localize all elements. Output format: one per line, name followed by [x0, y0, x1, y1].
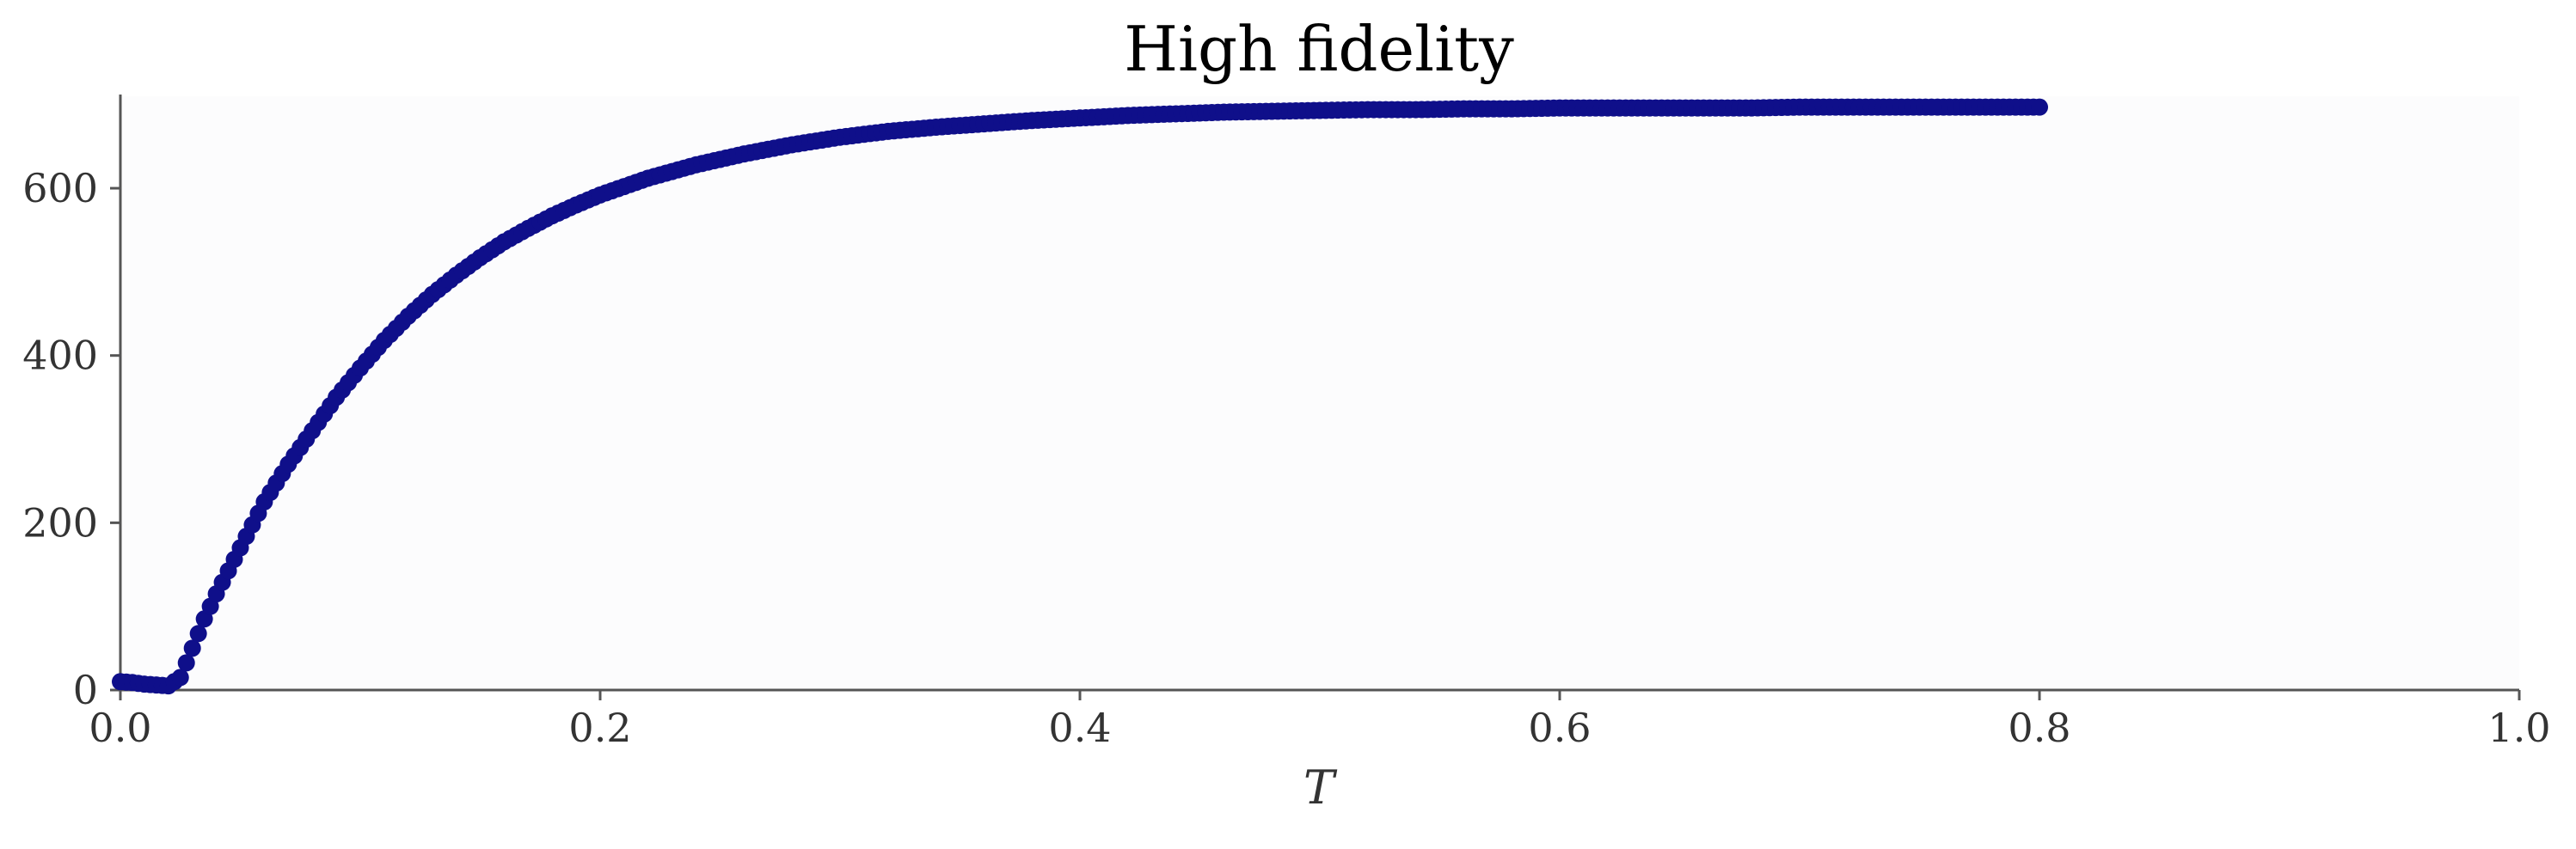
plot-background	[120, 96, 2519, 689]
data-point	[171, 669, 189, 687]
chart-title: High fidelity	[1124, 13, 1514, 85]
x-axis-label: T	[1303, 760, 1338, 815]
y-tick-label: 600	[22, 165, 98, 211]
x-tick-label: 0.4	[1048, 705, 1111, 751]
data-point	[177, 654, 195, 672]
y-tick-label: 0	[73, 667, 98, 713]
x-tick-label: 0.8	[2008, 705, 2070, 751]
x-tick-label: 1.0	[2487, 705, 2550, 751]
x-ticks: 0.0 0.2 0.4 0.6 0.8 1.0	[89, 690, 2551, 751]
data-points	[112, 98, 2048, 695]
y-tick-label: 200	[22, 499, 98, 546]
y-ticks: 0 200 400 600	[22, 165, 120, 713]
data-point	[2031, 98, 2048, 116]
y-tick-label: 400	[22, 333, 98, 379]
x-tick-label: 0.2	[568, 705, 631, 751]
x-tick-label: 0.6	[1528, 705, 1591, 751]
data-point	[189, 625, 207, 643]
data-point	[183, 639, 201, 657]
x-tick-label: 0.0	[89, 705, 151, 751]
